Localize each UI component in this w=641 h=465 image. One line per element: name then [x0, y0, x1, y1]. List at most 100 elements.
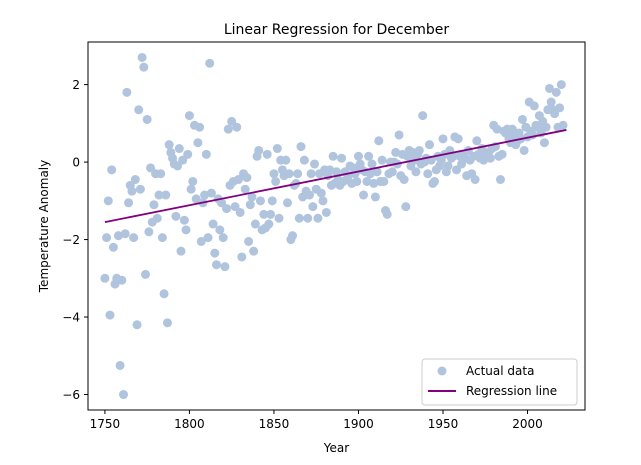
- data-point: [472, 136, 482, 146]
- data-point: [452, 165, 462, 175]
- data-point: [149, 200, 159, 210]
- data-point: [191, 194, 201, 204]
- data-point: [129, 233, 139, 243]
- data-point: [299, 155, 309, 165]
- data-point: [173, 161, 183, 171]
- x-axis-label: Year: [323, 441, 349, 455]
- data-point: [205, 58, 215, 68]
- data-point: [142, 114, 152, 124]
- x-tick-label: 1900: [343, 417, 374, 431]
- data-point: [372, 167, 382, 177]
- data-point: [313, 213, 323, 223]
- data-point: [555, 103, 565, 113]
- data-point: [119, 390, 128, 400]
- data-point: [240, 184, 250, 194]
- scatter-points: [100, 52, 568, 400]
- y-axis-ticks: −6 −4 −2 0 2: [62, 78, 88, 402]
- data-point: [411, 167, 421, 177]
- data-point: [365, 169, 375, 179]
- data-point: [223, 124, 233, 134]
- data-point: [235, 207, 245, 217]
- data-point: [470, 175, 480, 185]
- data-point: [244, 236, 254, 246]
- data-point: [414, 145, 424, 155]
- data-point: [242, 173, 252, 183]
- plot-area-frame: [87, 41, 586, 411]
- data-point: [154, 190, 164, 200]
- data-point: [206, 188, 216, 198]
- legend-scatter-marker: [437, 366, 447, 376]
- data-point: [497, 149, 507, 159]
- data-point: [122, 87, 132, 97]
- data-point: [485, 153, 495, 163]
- data-point: [164, 140, 174, 150]
- data-point: [401, 202, 411, 212]
- data-point: [103, 196, 113, 206]
- data-point: [171, 211, 181, 221]
- data-point: [201, 149, 211, 159]
- data-point: [186, 184, 196, 194]
- data-point: [210, 248, 220, 258]
- data-point: [558, 120, 568, 130]
- data-point: [551, 87, 561, 97]
- data-point: [453, 134, 463, 144]
- data-point: [159, 289, 169, 299]
- data-point: [217, 198, 227, 208]
- data-point: [181, 225, 191, 235]
- data-point: [113, 231, 123, 241]
- data-point: [233, 175, 243, 185]
- data-point: [255, 196, 265, 206]
- data-point: [284, 169, 294, 179]
- data-point: [556, 80, 566, 90]
- data-point: [337, 153, 347, 163]
- data-point: [266, 209, 276, 219]
- data-point: [156, 169, 166, 179]
- data-point: [274, 213, 284, 223]
- y-tick-label: −6: [62, 388, 80, 402]
- data-point: [321, 207, 331, 217]
- data-point: [362, 176, 372, 186]
- y-tick-label: −4: [62, 311, 80, 325]
- data-point: [203, 233, 213, 243]
- data-point: [418, 111, 428, 121]
- data-point: [541, 122, 551, 132]
- data-point: [545, 83, 554, 93]
- data-point: [443, 161, 453, 171]
- x-tick-label: 2000: [512, 417, 543, 431]
- data-point: [394, 130, 404, 140]
- data-point: [232, 122, 242, 132]
- data-point: [430, 176, 440, 186]
- data-point: [139, 62, 149, 72]
- data-point: [306, 169, 316, 179]
- data-point: [218, 233, 228, 243]
- data-point: [448, 151, 458, 161]
- x-tick-label: 1850: [259, 417, 290, 431]
- data-point: [519, 145, 529, 155]
- data-point: [492, 124, 502, 134]
- data-point: [303, 213, 313, 223]
- legend-line-label: Regression line: [466, 384, 557, 398]
- data-point: [161, 190, 171, 200]
- data-point: [230, 202, 240, 212]
- data-point: [179, 215, 189, 225]
- data-point: [262, 149, 272, 159]
- data-point: [254, 145, 264, 155]
- legend-scatter-label: Actual data: [466, 364, 534, 378]
- data-point: [539, 138, 549, 148]
- data-point: [227, 116, 237, 126]
- data-point: [259, 209, 269, 219]
- data-point: [137, 52, 147, 62]
- x-tick-label: 1950: [428, 417, 459, 431]
- data-point: [193, 138, 203, 148]
- data-point: [124, 198, 134, 208]
- data-point: [196, 236, 206, 246]
- y-tick-label: 2: [72, 78, 80, 92]
- data-point: [391, 147, 401, 157]
- data-point: [264, 219, 274, 229]
- data-point: [424, 140, 434, 150]
- data-point: [152, 213, 162, 223]
- data-point: [222, 204, 232, 214]
- data-point: [215, 225, 225, 235]
- data-point: [272, 144, 282, 154]
- data-point: [387, 167, 397, 177]
